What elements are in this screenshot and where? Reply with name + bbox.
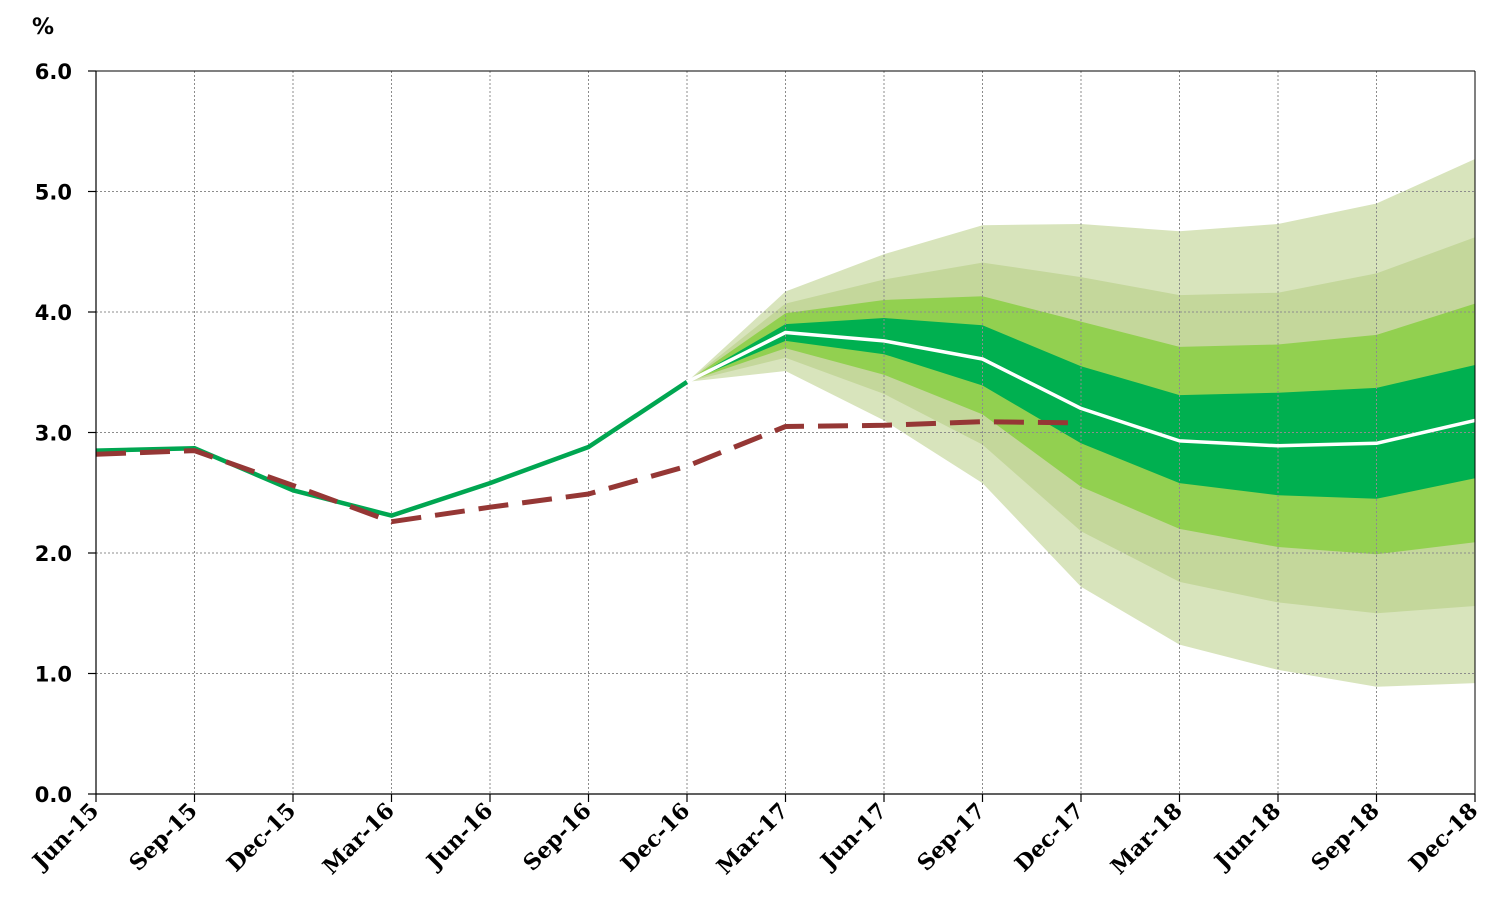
x-tick-label: Dec-16 <box>616 798 695 877</box>
x-tick-label: Mar-16 <box>318 798 400 880</box>
y-tick-label: 4.0 <box>35 301 72 325</box>
x-tick-label: Sep-18 <box>1306 798 1384 876</box>
x-tick-label: Sep-15 <box>124 798 202 876</box>
x-tick-label: Jun-17 <box>814 798 892 876</box>
y-tick-label: 0.0 <box>35 783 72 807</box>
y-tick-label: 5.0 <box>35 181 72 205</box>
x-tick-label: Jun-15 <box>26 798 104 876</box>
x-tick-label: Dec-17 <box>1010 798 1089 877</box>
series-previous-projection <box>95 419 1082 525</box>
axes <box>88 70 1476 802</box>
y-unit-label: % <box>32 15 54 40</box>
x-tick-label: Mar-17 <box>712 798 794 880</box>
x-tick-label: Jun-16 <box>420 798 498 876</box>
x-tick-label: Sep-16 <box>518 798 596 876</box>
x-tick-label: Dec-18 <box>1404 798 1483 877</box>
y-tick-label: 2.0 <box>35 542 72 566</box>
x-tick-label: Sep-17 <box>912 798 990 876</box>
y-tick-label: 6.0 <box>35 60 72 84</box>
series-lines <box>95 330 1476 525</box>
series-central-projection <box>686 330 1476 448</box>
y-tick-label: 3.0 <box>35 422 72 446</box>
y-tick-labels: 0.0 1.0 2.0 3.0 4.0 5.0 6.0 <box>35 60 72 807</box>
x-tick-label: Mar-18 <box>1106 798 1188 880</box>
y-tick-label: 1.0 <box>35 663 72 687</box>
x-tick-label: Dec-15 <box>222 798 301 877</box>
gridlines <box>96 70 1476 794</box>
x-tick-label: Jun-18 <box>1208 798 1286 876</box>
x-tick-labels: Jun-15 Sep-15 Dec-15 Mar-16 Jun-16 Sep-16 Dec-… <box>26 798 1483 880</box>
